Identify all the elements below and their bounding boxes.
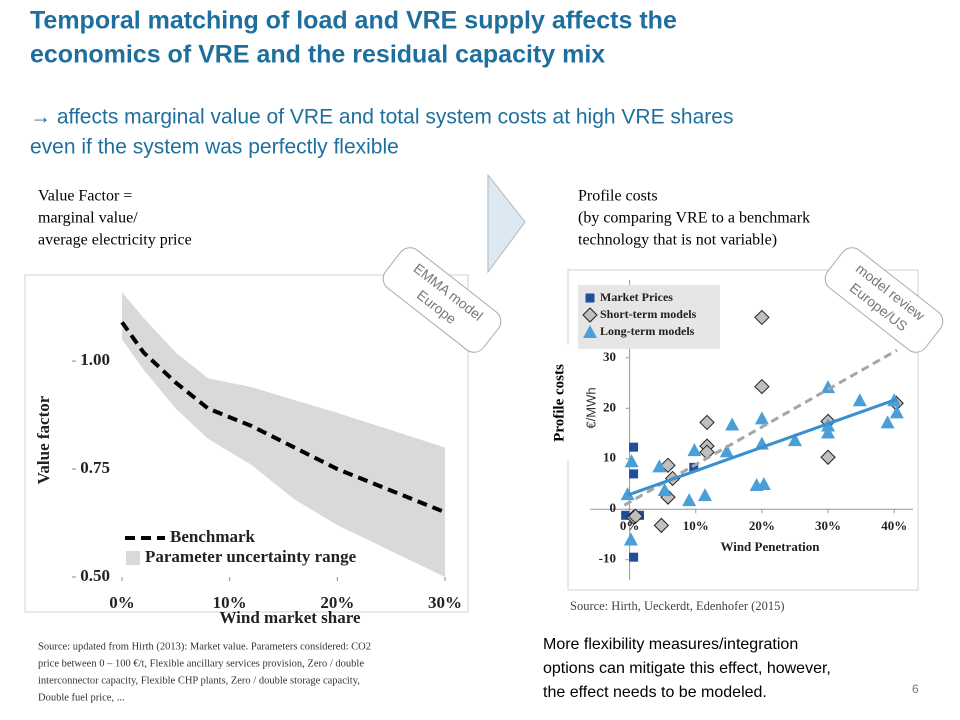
x-axis-label: Wind market share bbox=[219, 608, 361, 627]
marker bbox=[889, 405, 904, 419]
legend-marker bbox=[583, 325, 597, 338]
y-tick-label: -10 bbox=[599, 551, 616, 566]
y-axis-label: €/MWh bbox=[583, 387, 598, 428]
source: price between 0 – 100 €/t, Flexible anci… bbox=[38, 658, 364, 669]
legend-label: Benchmark bbox=[170, 527, 256, 546]
marker bbox=[623, 532, 638, 546]
source: Source: Hirth, Ueckerdt, Edenhofer (2015… bbox=[570, 599, 785, 613]
left-note: Value Factor = bbox=[38, 188, 132, 205]
slide-title: Temporal matching of load and VRE supply… bbox=[30, 7, 677, 35]
y-tick-label: 1.00 bbox=[80, 350, 110, 369]
bottom-note: the effect needs to be modeled. bbox=[543, 684, 767, 701]
y-tick-label: 20 bbox=[603, 399, 616, 414]
marker bbox=[699, 414, 715, 431]
right-note: (by comparing VRE to a benchmark bbox=[578, 210, 810, 227]
legend-marker bbox=[585, 293, 595, 303]
x-tick-label: 30% bbox=[815, 518, 841, 533]
marker bbox=[754, 411, 769, 425]
legend-label: Long-term models bbox=[600, 324, 695, 338]
y-tick-label: 30 bbox=[603, 349, 616, 364]
marker bbox=[725, 417, 740, 431]
marker bbox=[629, 469, 639, 479]
x-tick-label: 20% bbox=[320, 593, 354, 612]
chevron bbox=[487, 173, 526, 274]
bottom-note: More flexibility measures/integration bbox=[543, 636, 798, 653]
x-tick-label: 10% bbox=[213, 593, 247, 612]
marker bbox=[624, 454, 639, 468]
x-tick-label: 0% bbox=[109, 593, 135, 612]
marker bbox=[627, 508, 644, 525]
y-tick-label: 10 bbox=[603, 450, 616, 465]
slide-title: economics of VRE and the residual capaci… bbox=[30, 41, 605, 69]
legend-label: Short-term models bbox=[600, 307, 697, 321]
uncertainty-band bbox=[122, 292, 445, 577]
marker bbox=[754, 309, 770, 326]
x-tick-label: 40% bbox=[881, 518, 907, 533]
marker bbox=[821, 425, 836, 439]
x-tick-label: 0% bbox=[620, 518, 640, 533]
source: Double fuel price, ... bbox=[38, 692, 125, 703]
marker bbox=[821, 380, 836, 394]
marker bbox=[682, 493, 697, 507]
source: interconnector capacity, Flexible CHP pl… bbox=[38, 675, 360, 686]
marker bbox=[880, 415, 895, 429]
x-tick-label: 10% bbox=[683, 518, 709, 533]
marker bbox=[629, 442, 639, 452]
badge-box bbox=[824, 247, 944, 353]
marker bbox=[719, 444, 734, 458]
subtitle: → affects marginal value of VRE and tota… bbox=[30, 106, 733, 129]
right-note: technology that is not variable) bbox=[578, 232, 777, 249]
legend-label: Parameter uncertainty range bbox=[145, 547, 357, 566]
marker bbox=[698, 488, 713, 502]
trend-line bbox=[627, 397, 898, 497]
left-note: marginal value/ bbox=[38, 210, 138, 227]
subtitle: even if the system was perfectly flexibl… bbox=[30, 136, 399, 159]
marker bbox=[687, 443, 702, 457]
legend-box bbox=[578, 285, 720, 349]
page-number: 6 bbox=[912, 682, 919, 696]
marker bbox=[754, 378, 770, 395]
marker bbox=[652, 459, 667, 473]
benchmark-line bbox=[120, 321, 446, 515]
y-tick-label: 0 bbox=[610, 500, 617, 515]
marker bbox=[756, 477, 771, 490]
marker bbox=[820, 449, 836, 465]
marker bbox=[787, 433, 802, 447]
badge-box bbox=[382, 247, 502, 353]
right-note: Profile costs bbox=[578, 188, 658, 205]
y-tick-label: 0.50 bbox=[80, 566, 110, 585]
legend-label: Market Prices bbox=[600, 290, 673, 304]
marker bbox=[653, 517, 670, 534]
legend-marker bbox=[582, 307, 598, 323]
y-tick-label: 0.75 bbox=[80, 458, 110, 477]
source: Source: updated from Hirth (2013): Marke… bbox=[38, 641, 371, 652]
x-tick-label: 30% bbox=[428, 593, 462, 612]
marker bbox=[629, 552, 639, 562]
x-tick-label: 20% bbox=[749, 518, 775, 533]
left-note: average electricity price bbox=[38, 232, 192, 249]
marker bbox=[621, 510, 631, 520]
bottom-note: options can mitigate this effect, howeve… bbox=[543, 660, 831, 677]
x-axis-label: Wind Penetration bbox=[720, 539, 820, 554]
overlay-box bbox=[549, 345, 571, 460]
overlay-label: Profile costs bbox=[551, 364, 567, 442]
marker bbox=[852, 393, 867, 407]
marker bbox=[657, 483, 672, 497]
legend-swatch bbox=[126, 551, 140, 565]
y-axis-label: Value factor bbox=[34, 395, 53, 484]
